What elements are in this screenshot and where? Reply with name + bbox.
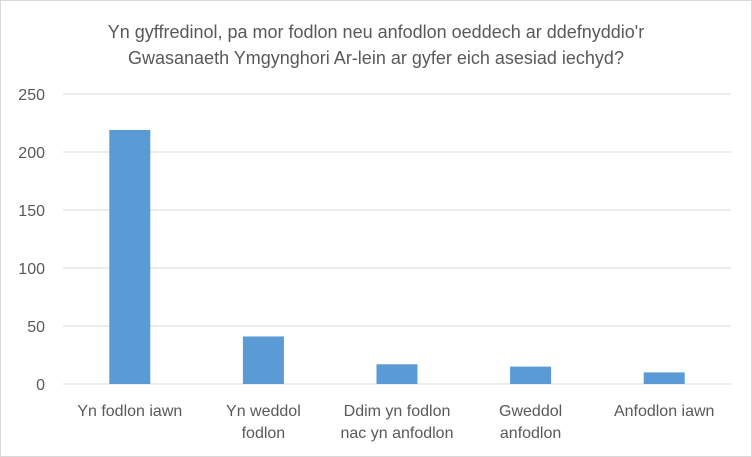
y-tick-label-50: 50 [27,319,45,336]
bar-5 [643,372,685,384]
y-tick-label-250: 250 [18,87,45,104]
x-category-label-4: Gweddol anfodlon [499,403,562,442]
y-tick-label-200: 200 [18,145,45,162]
x-category-label-1: Yn fodlon iawn [77,403,182,420]
chart-title: Yn gyffredinol, pa mor fodlon neu anfodl… [1,19,751,71]
chart-title-line-1: Yn gyffredinol, pa mor fodlon neu anfodl… [107,22,645,42]
chart-title-line-2: Gwasanaeth Ymgynghori Ar-lein ar gyfer e… [128,48,624,68]
bar-4 [510,366,552,384]
y-tick-label-0: 0 [36,377,45,394]
bar-2 [242,336,284,384]
x-category-label-5: Anfodlon iawn [614,403,715,420]
x-category-label-3: Ddim yn fodlon nac yn anfodlon [341,403,454,442]
y-tick-label-150: 150 [18,203,45,220]
y-tick-label-100: 100 [18,261,45,278]
bar-3 [376,364,418,384]
x-category-label-2: Yn weddol fodlon [226,403,301,442]
bar-1 [109,129,151,384]
